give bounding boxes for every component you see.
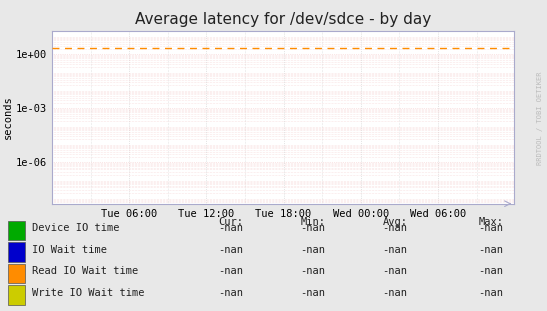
Text: Max:: Max: xyxy=(478,216,503,227)
Text: RRDTOOL / TOBI OETIKER: RRDTOOL / TOBI OETIKER xyxy=(537,72,543,165)
FancyBboxPatch shape xyxy=(8,285,25,304)
Text: -nan: -nan xyxy=(218,288,243,298)
Text: -nan: -nan xyxy=(300,223,325,233)
Text: -nan: -nan xyxy=(300,288,325,298)
Text: -nan: -nan xyxy=(478,223,503,233)
Text: -nan: -nan xyxy=(478,245,503,255)
Title: Average latency for /dev/sdce - by day: Average latency for /dev/sdce - by day xyxy=(135,12,431,27)
Text: -nan: -nan xyxy=(382,266,408,276)
Text: Cur:: Cur: xyxy=(218,216,243,227)
Text: -nan: -nan xyxy=(218,266,243,276)
FancyBboxPatch shape xyxy=(8,242,25,262)
FancyBboxPatch shape xyxy=(8,264,25,283)
Text: IO Wait time: IO Wait time xyxy=(32,245,107,255)
Text: -nan: -nan xyxy=(382,288,408,298)
Text: Write IO Wait time: Write IO Wait time xyxy=(32,288,144,298)
FancyBboxPatch shape xyxy=(8,221,25,240)
Text: Device IO time: Device IO time xyxy=(32,223,119,233)
Text: -nan: -nan xyxy=(300,245,325,255)
Text: -nan: -nan xyxy=(478,266,503,276)
Text: -nan: -nan xyxy=(300,266,325,276)
Text: -nan: -nan xyxy=(478,288,503,298)
Text: -nan: -nan xyxy=(382,245,408,255)
Y-axis label: seconds: seconds xyxy=(3,95,13,139)
Text: Min:: Min: xyxy=(300,216,325,227)
Text: -nan: -nan xyxy=(218,223,243,233)
Text: Avg:: Avg: xyxy=(382,216,408,227)
Text: -nan: -nan xyxy=(382,223,408,233)
Text: -nan: -nan xyxy=(218,245,243,255)
Text: Read IO Wait time: Read IO Wait time xyxy=(32,266,138,276)
